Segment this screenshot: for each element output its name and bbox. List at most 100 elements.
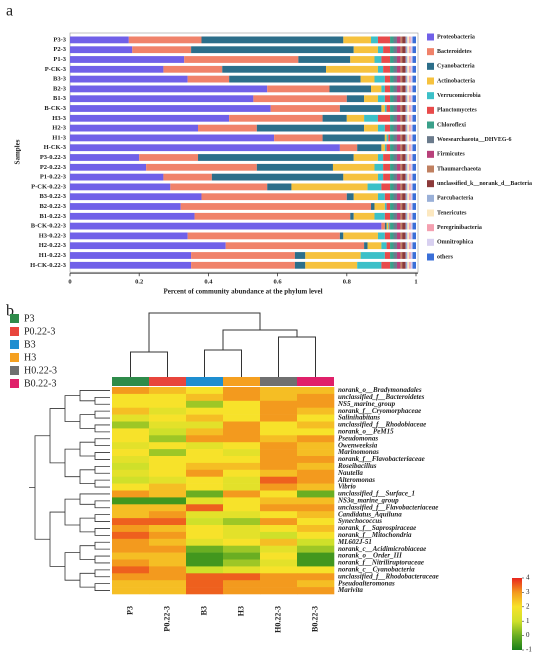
heatmap-cell [186, 552, 224, 560]
bar-segment [291, 183, 368, 191]
x-tick-label: 0.4 [204, 279, 213, 286]
legend-swatch [427, 106, 434, 114]
bar-segment [393, 173, 397, 181]
heatmap-cell [149, 435, 187, 443]
bar-segment [390, 134, 394, 142]
bar-segment [364, 242, 368, 250]
bar-segment [211, 173, 344, 181]
heatmap-cell [223, 449, 261, 457]
heatmap-cell [149, 552, 187, 560]
bar-segment [402, 114, 406, 122]
bar-segment [267, 183, 292, 191]
bar-segment [191, 252, 295, 259]
bar-segment [381, 144, 385, 152]
heatmap-cell [112, 545, 150, 553]
bar-segment [383, 65, 391, 73]
bar-segment [409, 242, 411, 250]
y-tick-label: H-CK-0.22-3 [30, 262, 67, 269]
panel-label: a [6, 3, 13, 20]
heatmap-cell [112, 476, 150, 484]
bar-segment [274, 134, 323, 142]
bar-segment [407, 261, 410, 269]
bar-segment [377, 154, 384, 161]
bar-segment [229, 114, 323, 122]
heatmap-cell [260, 469, 298, 477]
bar-segment [381, 56, 391, 63]
legend-label: P3 [24, 313, 35, 324]
y-tick-label: P2-0.22-3 [40, 164, 67, 171]
bar-segment [410, 36, 413, 44]
heatmap-cell [149, 421, 187, 429]
heatmap-cell [186, 428, 224, 436]
heatmap-cell [112, 531, 150, 540]
heatmap-cell [223, 525, 261, 533]
bar-segment [371, 36, 378, 44]
bar-segment [384, 144, 387, 152]
bar-segment [377, 36, 391, 44]
bar-segment [381, 242, 387, 250]
bar-segment [70, 134, 275, 142]
bar-segment [393, 222, 397, 230]
bar-segment [384, 252, 391, 259]
legend-swatch [10, 327, 19, 336]
bar-segment [396, 163, 401, 171]
heatmap-cell [223, 469, 261, 477]
bar-segment [396, 212, 401, 220]
heatmap-cell [186, 435, 224, 443]
heatmap-cell [186, 483, 224, 491]
bar-segment [393, 193, 397, 201]
row-label: norank_c__Cyanobacteria [338, 565, 415, 573]
heatmap-cell [260, 476, 298, 484]
heatmap-cell [297, 428, 335, 436]
y-tick-label: B1-3 [53, 95, 67, 102]
heatmap-cell [149, 449, 187, 457]
bar-segment [70, 232, 188, 240]
heatmap-cell [223, 580, 261, 588]
heatmap-cell [297, 559, 335, 567]
bar-segment [407, 193, 410, 201]
colorbar-tick-label: -1 [526, 646, 532, 654]
heatmap-cell [112, 449, 150, 457]
heatmap-cell [223, 573, 261, 581]
bar-segment [402, 65, 406, 73]
heatmap-cell [223, 414, 261, 422]
heatmap-cell [297, 490, 335, 498]
legend-label: Planctomycetes [437, 108, 477, 114]
bar-segment [410, 105, 413, 112]
bar-segment [409, 232, 411, 240]
heatmap-cell [149, 476, 187, 484]
legend-label: Actinobacteria [437, 78, 475, 84]
bar-segment [384, 203, 387, 210]
heatmap-cell [223, 435, 261, 443]
bar-segment [343, 173, 378, 181]
bar-segment [374, 212, 385, 220]
bar-segment [364, 124, 378, 132]
heatmap-cell [112, 407, 150, 415]
legend-swatch [427, 150, 434, 158]
heatmap-cell [112, 504, 150, 512]
bar-segment [409, 154, 411, 161]
bar-segment [409, 193, 411, 201]
bar-segment [374, 203, 385, 210]
bar-segment [412, 114, 416, 122]
heatmap-cell [149, 504, 187, 512]
heatmap-cell [112, 580, 150, 588]
bar-segment [407, 134, 410, 142]
heatmap-cell [260, 580, 298, 588]
heatmap-cell [149, 525, 187, 533]
bar-segment [393, 252, 397, 259]
legend-label: Parcubacteria [437, 196, 473, 202]
bar-segment [409, 95, 411, 103]
heatmap-cell [223, 462, 261, 471]
bar-segment [410, 212, 413, 220]
bar-segment [393, 85, 397, 93]
heatmap-cell [297, 469, 335, 477]
heatmap-cell [297, 387, 335, 395]
bar-segment [384, 95, 391, 103]
bar-segment [332, 163, 375, 171]
heatmap-cell [297, 435, 335, 443]
bar-segment [360, 75, 375, 83]
heatmap-cell [297, 552, 335, 560]
legend-label: Thaumarchaeota [437, 166, 481, 172]
bar-segment [400, 261, 403, 269]
